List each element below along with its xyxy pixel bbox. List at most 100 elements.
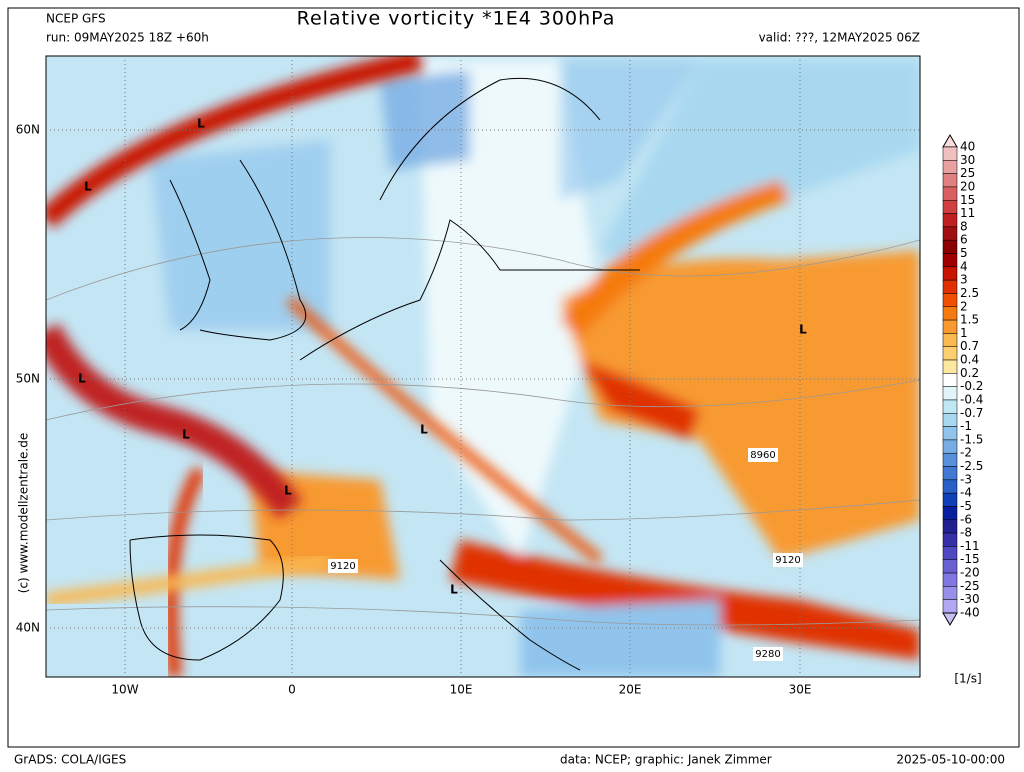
colorbar-swatch <box>942 213 958 228</box>
colorbar-swatch <box>942 359 958 374</box>
colorbar-swatch <box>942 306 958 321</box>
footer-center: data: NCEP; graphic: Janek Zimmer <box>560 753 772 767</box>
colorbar-label: 2 <box>960 299 968 313</box>
colorbar-swatch <box>942 373 958 387</box>
model-name: NCEP GFS <box>46 12 106 26</box>
colorbar-swatch <box>942 253 958 268</box>
colorbar-swatch <box>942 492 958 507</box>
contour-label-bg <box>753 647 783 661</box>
colorbar-label: 3 <box>960 273 968 287</box>
colorbar-label: 30 <box>960 153 975 167</box>
colorbar-bottom-arrow <box>942 612 958 626</box>
contour-label-bg <box>773 553 803 567</box>
colorbar-label: 20 <box>960 179 975 193</box>
footer-right: 2025-05-10-00:00 <box>896 753 1005 767</box>
colorbar-swatch <box>942 426 958 441</box>
colorbar-swatch <box>942 413 958 427</box>
colorbar-label: 15 <box>960 193 975 207</box>
colorbar-swatch <box>942 586 958 600</box>
colorbar-label: 6 <box>960 233 968 247</box>
colorbar-label: -11 <box>960 539 980 553</box>
low-marker: L <box>197 117 205 131</box>
colorbar-swatch <box>942 226 958 241</box>
lon-label: 20E <box>619 683 642 697</box>
contour-label: 8960 <box>750 450 775 461</box>
colorbar-swatch <box>942 186 958 201</box>
colorbar-label: -1.5 <box>960 432 983 446</box>
lat-label: 50N <box>16 372 40 386</box>
colorbar-label: -15 <box>960 552 980 566</box>
colorbar-label: -25 <box>960 579 980 593</box>
colorbar-label: 40 <box>960 140 975 154</box>
colorbar-label: 25 <box>960 166 975 180</box>
colorbar-swatch <box>942 200 958 214</box>
colorbar-label: 11 <box>960 206 975 220</box>
map-title: Relative vorticity *1E4 300hPa <box>297 8 616 30</box>
colorbar-label: -1 <box>960 419 972 433</box>
footer-left: GrADS: COLA/IGES <box>14 753 126 767</box>
colorbar-label: 0.4 <box>960 353 979 367</box>
contour-label-bg <box>748 448 778 462</box>
low-marker: L <box>420 423 428 437</box>
colorbar-label: -2 <box>960 446 972 460</box>
contour-label: 9280 <box>755 649 780 660</box>
colorbar-swatch <box>942 439 958 454</box>
low-marker: L <box>450 583 458 597</box>
low-marker: L <box>284 484 292 498</box>
colorbar-swatch <box>942 452 958 467</box>
colorbar-label: -20 <box>960 566 980 580</box>
low-marker: L <box>799 323 807 337</box>
colorbar-label: -40 <box>960 606 980 620</box>
credit: (c) www.modellzentrale.de <box>17 433 31 593</box>
colorbar-swatch <box>942 333 958 347</box>
lon-label: 0 <box>288 683 296 697</box>
colorbar-label: 0.7 <box>960 339 979 353</box>
colorbar-swatch <box>942 319 958 334</box>
run-info: run: 09MAY2025 18Z +60h <box>46 31 209 45</box>
colorbar-swatch <box>942 399 958 414</box>
colorbar-swatch <box>942 506 958 521</box>
contour-label: 9120 <box>330 561 355 572</box>
colorbar-swatch <box>942 479 958 494</box>
lat-label: 40N <box>16 621 40 635</box>
colorbar-swatch <box>942 160 958 174</box>
colorbar-swatch <box>942 559 958 574</box>
lon-label: 10E <box>450 683 473 697</box>
colorbar-swatch <box>942 386 958 401</box>
colorbar-swatch <box>942 346 958 361</box>
colorbar-swatch <box>942 279 958 294</box>
colorbar-swatch <box>942 532 958 547</box>
low-marker: L <box>182 428 190 442</box>
colorbar-label: -6 <box>960 512 972 526</box>
low-marker: L <box>84 180 92 194</box>
colorbar-label: -2.5 <box>960 459 983 473</box>
colorbar-label: 8 <box>960 219 968 233</box>
vorticity-field <box>46 56 920 677</box>
colorbar-unit: [1/s] <box>954 672 981 686</box>
colorbar-label: 2.5 <box>960 286 979 300</box>
colorbar-label: -30 <box>960 592 980 606</box>
colorbar-label: -3 <box>960 472 972 486</box>
colorbar-label: -5 <box>960 499 972 513</box>
colorbar-swatch <box>942 466 958 481</box>
colorbar-label: 1 <box>960 326 968 340</box>
lon-label: 10W <box>111 683 138 697</box>
colorbar-swatch <box>942 239 958 254</box>
colorbar-label: -0.4 <box>960 392 983 406</box>
colorbar-swatch <box>942 173 958 188</box>
colorbar-label: 0.2 <box>960 366 979 380</box>
colorbar-label: -8 <box>960 526 972 540</box>
valid-info: valid: ???, 12MAY2025 06Z <box>759 31 920 45</box>
colorbar-swatch <box>942 266 958 281</box>
colorbar-label: 4 <box>960 259 968 273</box>
lon-label: 30E <box>789 683 812 697</box>
lat-label: 60N <box>16 123 40 137</box>
colorbar-label: 5 <box>960 246 968 260</box>
colorbar-swatch <box>942 293 958 308</box>
colorbar-swatch <box>942 546 958 560</box>
contour-label-bg <box>328 559 358 573</box>
colorbar-label: -4 <box>960 486 972 500</box>
colorbar-swatch <box>942 572 958 587</box>
colorbar-swatch <box>942 519 958 534</box>
contour-label: 9120 <box>775 555 800 566</box>
